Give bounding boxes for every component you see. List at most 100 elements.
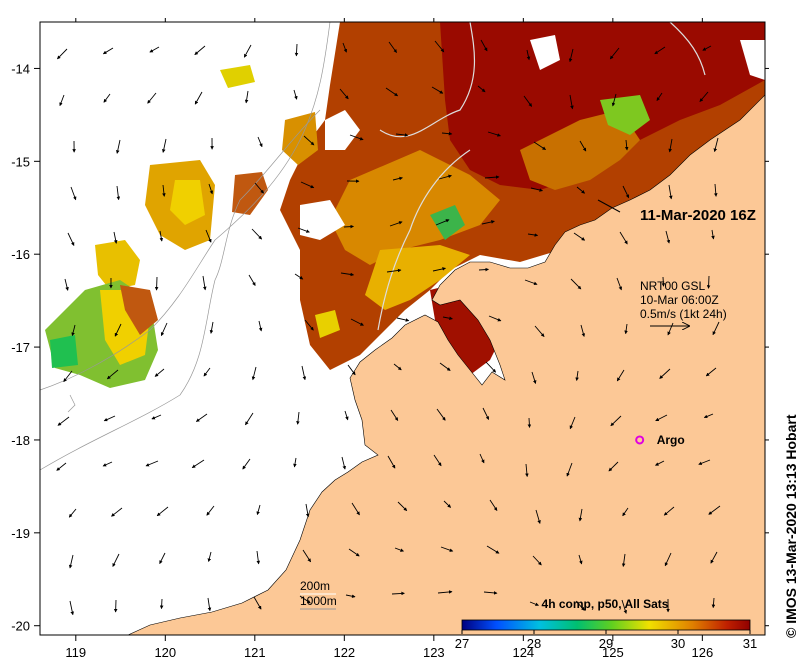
current-vector-77 [299,595,311,604]
current-vector-166 [622,507,629,517]
current-vector-73 [296,411,300,425]
y-tick-label-4: -18 [11,433,30,448]
current-vector-55 [254,182,264,194]
current-vector-162 [624,323,628,335]
y-tick-label-5: -19 [11,526,30,541]
current-vector-158 [624,139,629,151]
argo-float-icon [635,435,645,445]
current-vector-169 [654,46,666,55]
current-vector-135 [524,279,538,286]
current-vector-79 [339,88,349,100]
current-vector-130 [526,49,531,61]
current-vector-189 [705,367,717,377]
bathymetry-contours [40,22,706,471]
current-vector-26 [149,46,160,53]
current-vector-163 [616,369,625,382]
current-vector-102 [394,547,405,552]
current-vector-165 [608,461,619,472]
current-vector-74 [293,457,297,468]
current-vector-185 [713,183,718,197]
current-vector-125 [482,407,490,421]
colorbar-title: 4h comp, p50, All Sats [542,597,669,611]
current-vector-142 [529,601,539,606]
current-vector-113 [433,454,442,467]
current-vector-69 [297,227,310,233]
current-vector-139 [525,463,529,478]
current-vector-97 [396,317,410,322]
current-vector-10 [68,508,77,518]
current-vector-66 [293,89,298,100]
x-tick-label-6: 125 [602,645,624,660]
current-vector-44 [202,275,207,291]
current-vector-43 [205,229,212,243]
current-vector-78 [342,42,348,53]
current-vector-119 [487,131,501,137]
current-vector-36 [156,506,169,517]
y-tick-label-1: -15 [11,154,30,169]
current-vector-96 [386,268,402,273]
current-vector-32 [160,322,168,337]
current-vector-87 [341,456,347,470]
current-vector-182 [702,45,712,51]
current-vector-178 [655,460,665,466]
current-vector-9 [56,462,67,471]
current-vector-141 [532,555,542,566]
current-vector-17 [113,231,118,244]
current-vector-1 [59,94,65,107]
current-vector-86 [344,410,349,421]
current-vector-47 [195,413,208,422]
current-vector-93 [395,133,409,137]
current-vector-82 [343,224,355,229]
current-vector-3 [70,186,77,201]
current-vector-65 [294,43,299,57]
current-vector-154 [578,554,583,565]
current-vector-23 [111,507,123,517]
current-vector-131 [523,95,533,107]
current-vector-59 [251,366,257,381]
current-vector-50 [207,551,212,563]
current-vector-71 [304,319,314,331]
current-vector-19 [114,323,122,337]
current-vector-148 [570,278,582,290]
current-vector-27 [147,92,157,104]
current-vector-28 [161,138,167,153]
current-vector-122 [478,267,489,272]
current-vector-187 [706,275,711,289]
current-vector-173 [665,230,671,244]
current-vector-35 [145,460,159,467]
current-vector-121 [481,220,495,225]
x-tick-label-5: 124 [512,645,534,660]
current-vector-12 [69,600,75,616]
current-vector-48 [191,459,205,469]
current-vector-111 [439,362,451,371]
current-vector-49 [206,505,215,516]
current-vector-8 [57,416,70,426]
current-vector-61 [242,458,251,470]
current-vector-112 [436,408,446,421]
y-tick-label-3: -17 [11,340,30,355]
current-vector-57 [248,274,256,286]
current-vector-167 [621,553,626,568]
current-vector-6 [71,324,76,337]
argo-marker: Argo [635,433,685,447]
current-vector-5 [64,278,69,291]
current-vector-147 [573,232,586,241]
current-vector-106 [441,131,453,136]
current-vector-38 [159,598,164,610]
y-tick-label-2: -16 [11,247,30,262]
current-vector-176 [659,368,671,379]
x-tick-label-3: 122 [333,645,355,660]
current-vector-170 [656,92,663,102]
current-vector-37 [159,552,166,565]
current-vector-110 [442,316,453,321]
current-vector-145 [579,140,587,152]
current-vector-91 [388,41,397,53]
colorbar-gradient [461,619,751,631]
current-vector-14 [103,93,111,103]
current-vector-192 [708,505,721,515]
current-vector-53 [244,90,249,104]
argo-label: Argo [657,433,685,447]
current-vector-7 [63,370,73,383]
current-vector-149 [580,324,586,338]
current-vector-40 [194,91,203,105]
